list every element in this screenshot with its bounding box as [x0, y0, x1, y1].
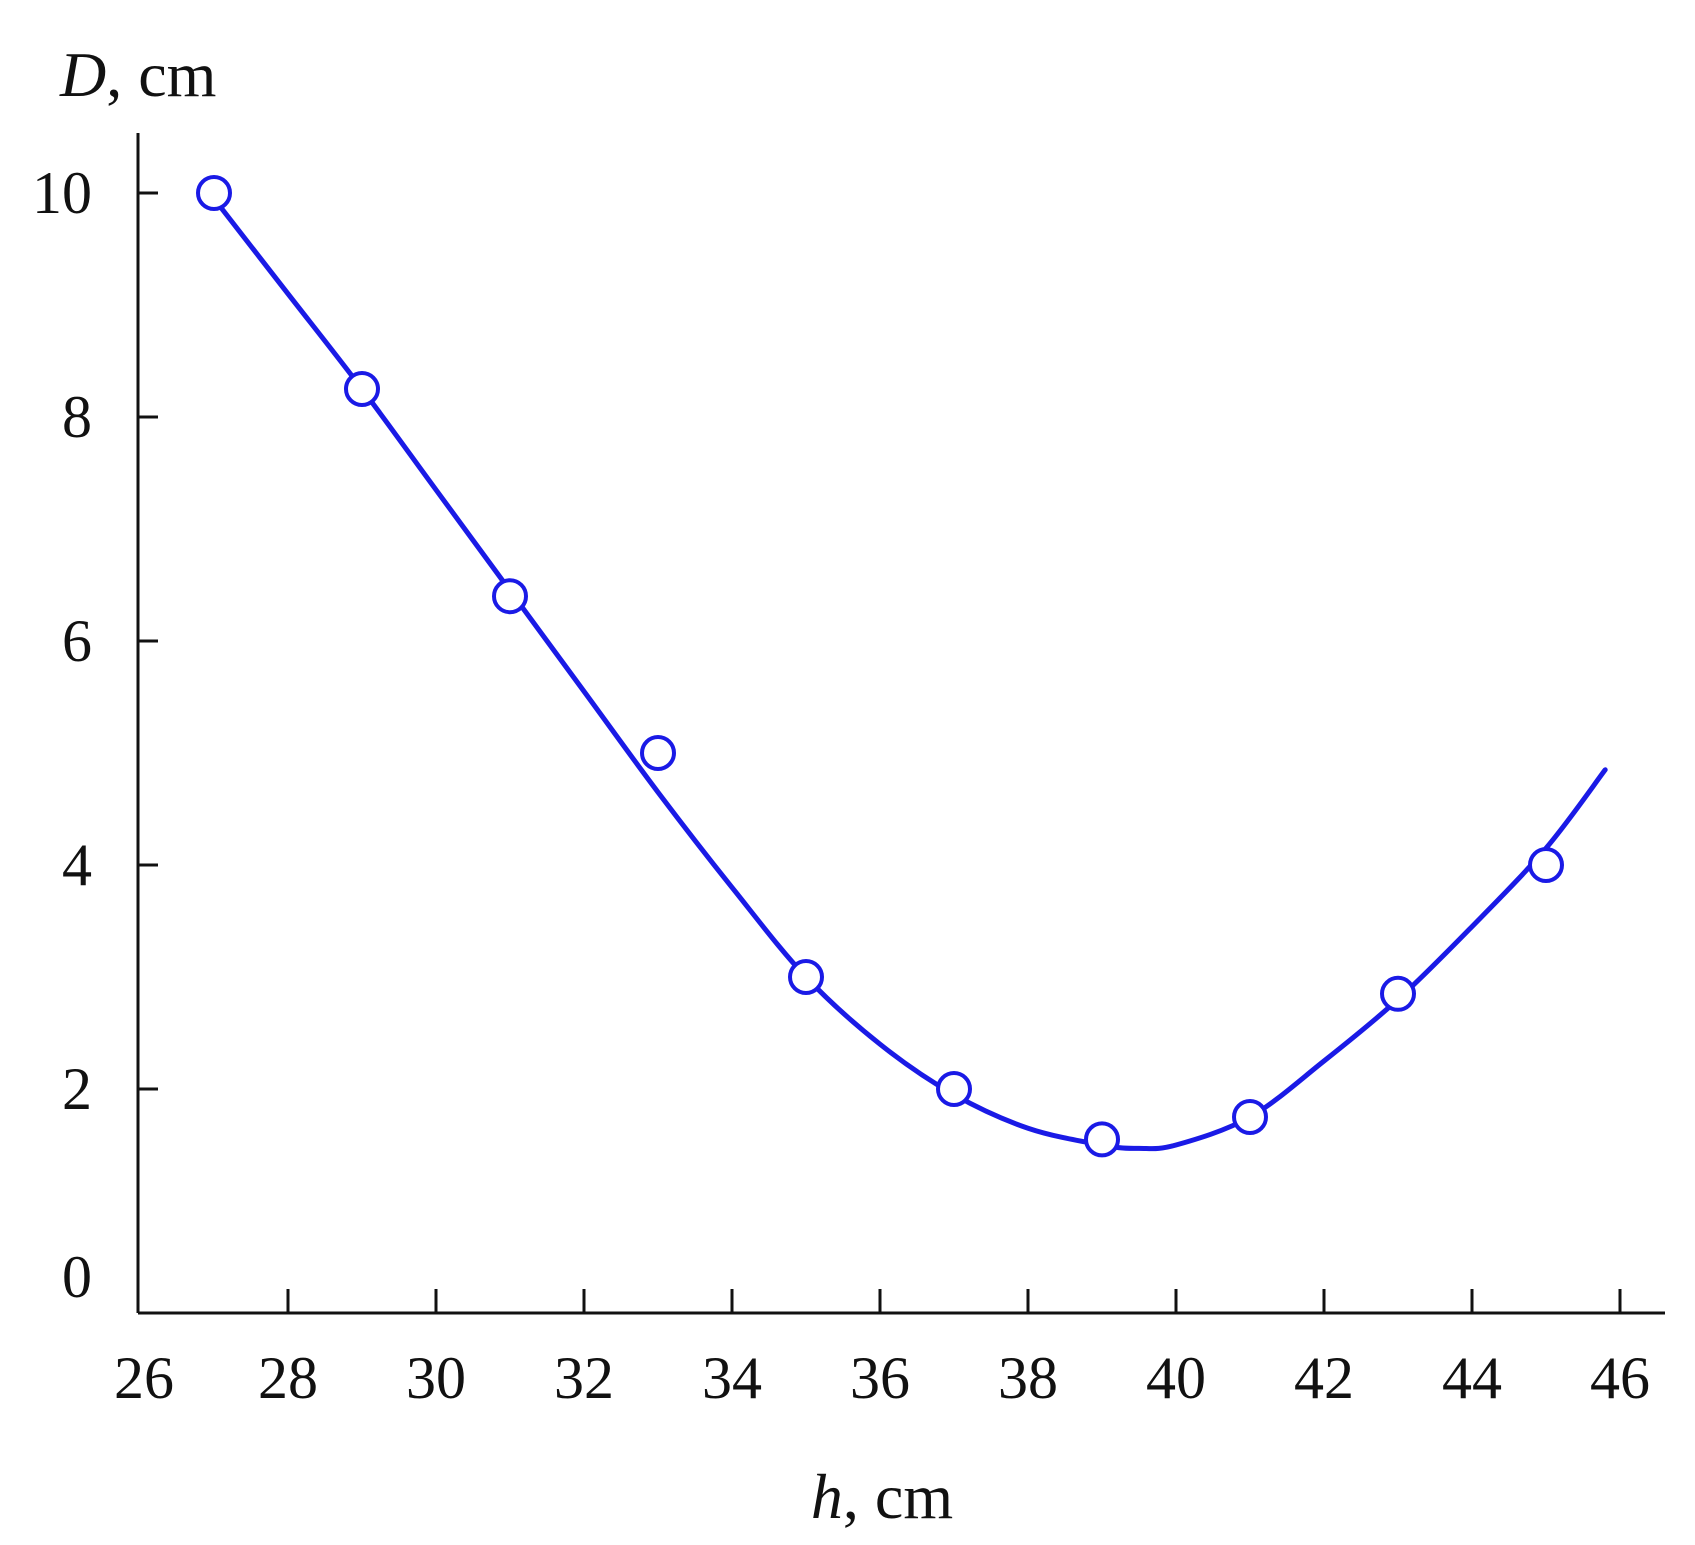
- data-point: [344, 371, 380, 407]
- y-tick-label: 8: [62, 384, 92, 450]
- y-tick-label: 6: [62, 608, 92, 674]
- y-axis-title: D, cm: [59, 39, 216, 110]
- x-tick-label: 36: [850, 1345, 910, 1411]
- x-tick-label: 38: [998, 1345, 1058, 1411]
- x-tick-label: 28: [258, 1345, 318, 1411]
- y-tick-label: 2: [62, 1056, 92, 1122]
- x-tick-label: 30: [406, 1345, 466, 1411]
- data-point: [640, 735, 676, 771]
- x-ticks: 26 28 30 32 34 36 38 40 42 44 46: [114, 1289, 1650, 1411]
- fitted-curve: [211, 196, 1608, 1152]
- x-axis-title: h, cm: [811, 1461, 953, 1532]
- x-tick-label: 42: [1294, 1345, 1354, 1411]
- x-axis-symbol: h: [811, 1461, 843, 1532]
- data-point: [196, 175, 232, 211]
- x-axis-unit: , cm: [843, 1461, 953, 1532]
- x-tick-label: 32: [554, 1345, 614, 1411]
- data-point: [936, 1071, 972, 1107]
- x-tick-label: 40: [1146, 1345, 1206, 1411]
- data-point: [492, 578, 528, 615]
- y-axis-symbol: D: [59, 39, 106, 110]
- data-point: [1528, 847, 1564, 883]
- y-ticks: 0 2 4 6 8 10: [32, 160, 158, 1310]
- data-point: [1380, 975, 1416, 1012]
- x-tick-label: 46: [1590, 1345, 1650, 1411]
- data-point: [1084, 1121, 1120, 1158]
- y-tick-label: 10: [32, 160, 92, 226]
- data-point: [788, 959, 824, 995]
- x-tick-label: 26: [114, 1345, 174, 1411]
- x-tick-label: 44: [1442, 1345, 1502, 1411]
- data-points: [196, 175, 1564, 1158]
- x-tick-label: 34: [702, 1345, 762, 1411]
- y-tick-label: 4: [62, 832, 92, 898]
- y-tick-label: 0: [62, 1244, 92, 1310]
- y-axis-unit: , cm: [106, 39, 216, 110]
- data-point: [1232, 1099, 1268, 1135]
